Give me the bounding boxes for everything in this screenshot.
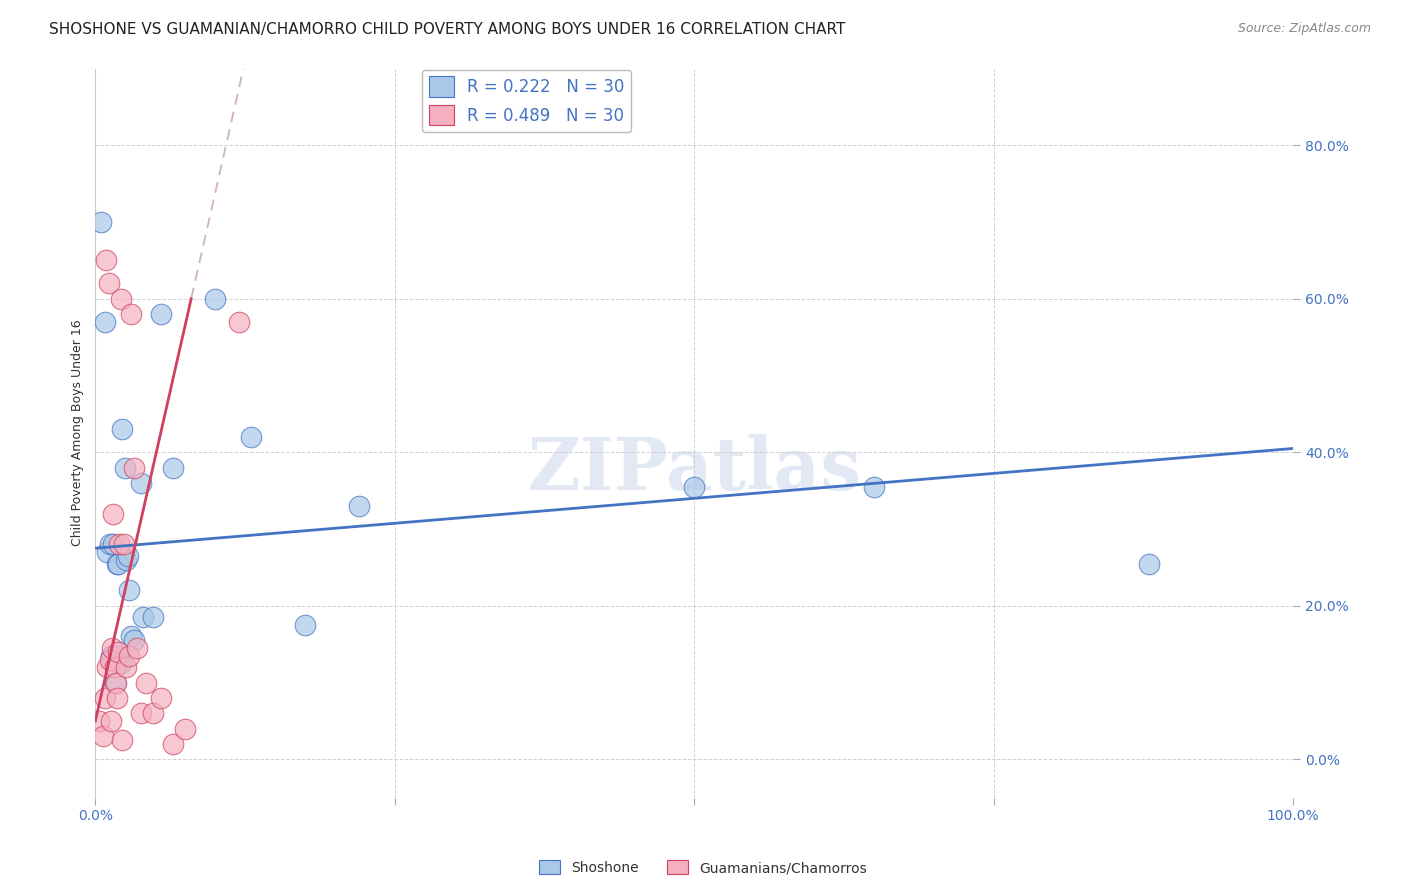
Point — [240, 430, 263, 444]
Point — [103, 537, 125, 551]
Point — [87, 714, 110, 728]
Point — [129, 706, 152, 721]
Legend: Shoshone, Guamanians/Chamorros: Shoshone, Guamanians/Chamorros — [534, 855, 872, 880]
Point — [122, 460, 145, 475]
Point — [129, 475, 152, 490]
Point — [228, 315, 250, 329]
Point — [1137, 557, 1160, 571]
Point — [115, 660, 138, 674]
Point — [683, 480, 706, 494]
Point — [96, 660, 118, 674]
Point — [94, 315, 117, 329]
Point — [122, 633, 145, 648]
Point — [103, 507, 125, 521]
Point — [204, 292, 226, 306]
Point — [91, 729, 114, 743]
Point — [347, 499, 370, 513]
Point — [107, 645, 129, 659]
Point — [120, 307, 142, 321]
Point — [103, 675, 125, 690]
Point — [105, 690, 128, 705]
Point — [97, 277, 120, 291]
Point — [174, 722, 197, 736]
Point — [96, 545, 118, 559]
Point — [150, 690, 173, 705]
Point — [114, 460, 136, 475]
Point — [112, 537, 135, 551]
Y-axis label: Child Poverty Among Boys Under 16: Child Poverty Among Boys Under 16 — [72, 320, 84, 547]
Point — [111, 422, 134, 436]
Point — [105, 557, 128, 571]
Point — [98, 652, 121, 666]
Point — [111, 733, 134, 747]
Point — [294, 618, 316, 632]
Point — [110, 292, 132, 306]
Point — [101, 640, 124, 655]
Point — [150, 307, 173, 321]
Point — [162, 737, 184, 751]
Point — [94, 253, 117, 268]
Point — [127, 640, 149, 655]
Point — [132, 610, 155, 624]
Point — [107, 557, 129, 571]
Text: SHOSHONE VS GUAMANIAN/CHAMORRO CHILD POVERTY AMONG BOYS UNDER 16 CORRELATION CHA: SHOSHONE VS GUAMANIAN/CHAMORRO CHILD POV… — [49, 22, 845, 37]
Point — [162, 460, 184, 475]
Point — [103, 660, 125, 674]
Point — [863, 480, 886, 494]
Point — [100, 648, 122, 663]
Point — [118, 583, 141, 598]
Point — [90, 215, 112, 229]
Point — [120, 630, 142, 644]
Point — [142, 706, 165, 721]
Point — [100, 714, 122, 728]
Point — [104, 675, 127, 690]
Point — [98, 537, 121, 551]
Text: Source: ZipAtlas.com: Source: ZipAtlas.com — [1237, 22, 1371, 36]
Text: ZIPatlas: ZIPatlas — [527, 434, 862, 505]
Point — [118, 648, 141, 663]
Point — [108, 537, 131, 551]
Point — [135, 675, 157, 690]
Point — [142, 610, 165, 624]
Point — [110, 657, 132, 671]
Legend: R = 0.222   N = 30, R = 0.489   N = 30: R = 0.222 N = 30, R = 0.489 N = 30 — [422, 70, 631, 132]
Point — [108, 648, 131, 663]
Point — [94, 690, 117, 705]
Point — [115, 553, 138, 567]
Point — [117, 549, 139, 563]
